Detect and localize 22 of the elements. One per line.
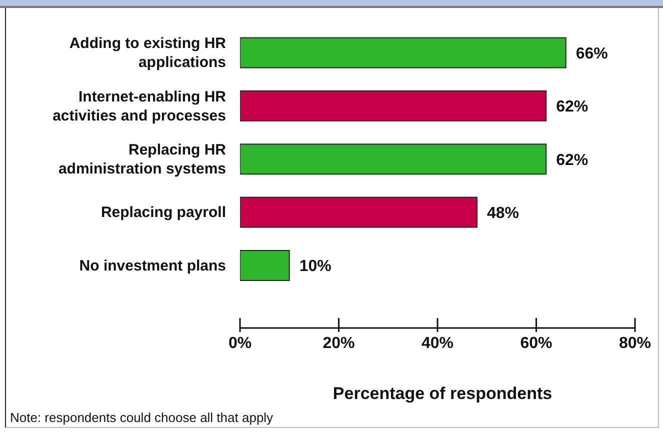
- bar: [240, 250, 290, 282]
- data-label: 48%: [487, 204, 520, 222]
- data-label: 66%: [576, 45, 608, 62]
- y-tick-label: No investment plans: [79, 256, 226, 274]
- x-tick-label: 60%: [520, 335, 552, 352]
- bar: [240, 90, 547, 122]
- y-tick-label: Internet-enabling HR activities and processes: [52, 88, 226, 124]
- x-axis-title: Percentage of respondents: [332, 384, 554, 404]
- bar: [240, 196, 478, 228]
- bar: [240, 37, 566, 68]
- x-tick-label: 20%: [322, 335, 355, 352]
- y-tick-label: Replacing payroll: [100, 204, 226, 221]
- x-tick-label: 80%: [618, 335, 652, 352]
- x-tick-label: 0%: [228, 335, 252, 352]
- data-label: 62%: [556, 98, 588, 116]
- data-label: 10%: [299, 258, 332, 276]
- y-tick-label: Replacing HR administration systems: [58, 141, 226, 177]
- text: Note: respondents could choose all that apply: [10, 410, 274, 425]
- x-tick-label: 40%: [421, 335, 454, 352]
- y-tick-label: Adding to existing HR applications: [69, 34, 226, 71]
- data-label: 62%: [556, 152, 588, 169]
- bar: [240, 144, 547, 175]
